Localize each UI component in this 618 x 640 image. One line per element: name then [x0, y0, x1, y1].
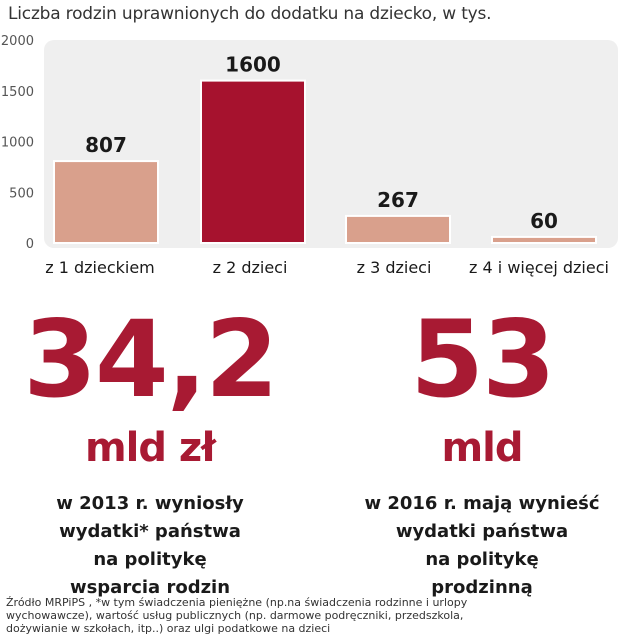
stat-value: 53 — [410, 298, 556, 421]
stat-spending-2016: 53 mld w 2016 r. mają wynieść wydatki pa… — [352, 298, 612, 602]
footnote-line: dożywianie w szkołach, itp..) oraz ulgi … — [6, 622, 331, 635]
bar-value-label: 267 — [377, 188, 419, 212]
chart-title: Liczba rodzin uprawnionych do dodatku na… — [8, 4, 492, 24]
y-tick-label: 1500 — [1, 85, 34, 100]
y-tick-label: 500 — [9, 186, 34, 201]
y-tick-label: 2000 — [1, 34, 34, 49]
stat-value: 34,2 — [23, 298, 279, 421]
stat-unit: mld zł — [84, 425, 216, 471]
stat-description-line: wsparcia rodzin — [69, 577, 231, 598]
x-tick-label: z 1 dzieckiem — [45, 258, 155, 277]
stat-spending-2013: 34,2 mld zł w 2013 r. wyniosły wydatki* … — [20, 298, 280, 602]
plot-background — [44, 40, 618, 248]
bar-value-label: 60 — [530, 209, 558, 233]
x-tick-label: z 2 dzieci — [213, 258, 288, 277]
stat-description-line: na politykę — [425, 549, 539, 570]
bar — [491, 235, 597, 245]
bar — [53, 160, 159, 244]
bar-chart: 0 500 1000 1500 2000 807 1600 267 60 z 1 dzieck… — [1, 34, 618, 277]
bar — [345, 214, 451, 245]
bar — [200, 79, 306, 244]
footnote-line: Źródło MRPiPS , *w tym świadczenia pieni… — [6, 596, 468, 609]
x-tick-label: z 3 dzieci — [357, 258, 432, 277]
stat-description-line: w 2013 r. wyniosły — [56, 493, 244, 514]
bar-value-label: 807 — [85, 133, 127, 157]
stat-description-line: wydatki państwa — [395, 521, 569, 542]
footnote-line: wychowawcze), wartość usług publicznych … — [6, 609, 464, 622]
stat-description-line: na politykę — [93, 549, 207, 570]
stat-description-line: w 2016 r. mają wynieść — [364, 493, 600, 514]
stat-unit: mld — [441, 425, 523, 471]
source-footnote: Źródło MRPiPS , *w tym świadczenia pieni… — [6, 596, 606, 635]
y-tick-label: 0 — [26, 237, 34, 252]
stat-description-line: wydatki* państwa — [59, 521, 241, 542]
bar-value-label: 1600 — [225, 53, 281, 77]
x-tick-label: z 4 i więcej dzieci — [469, 258, 609, 277]
stat-description-line: prodzinną — [431, 577, 533, 598]
y-tick-label: 1000 — [1, 136, 34, 151]
